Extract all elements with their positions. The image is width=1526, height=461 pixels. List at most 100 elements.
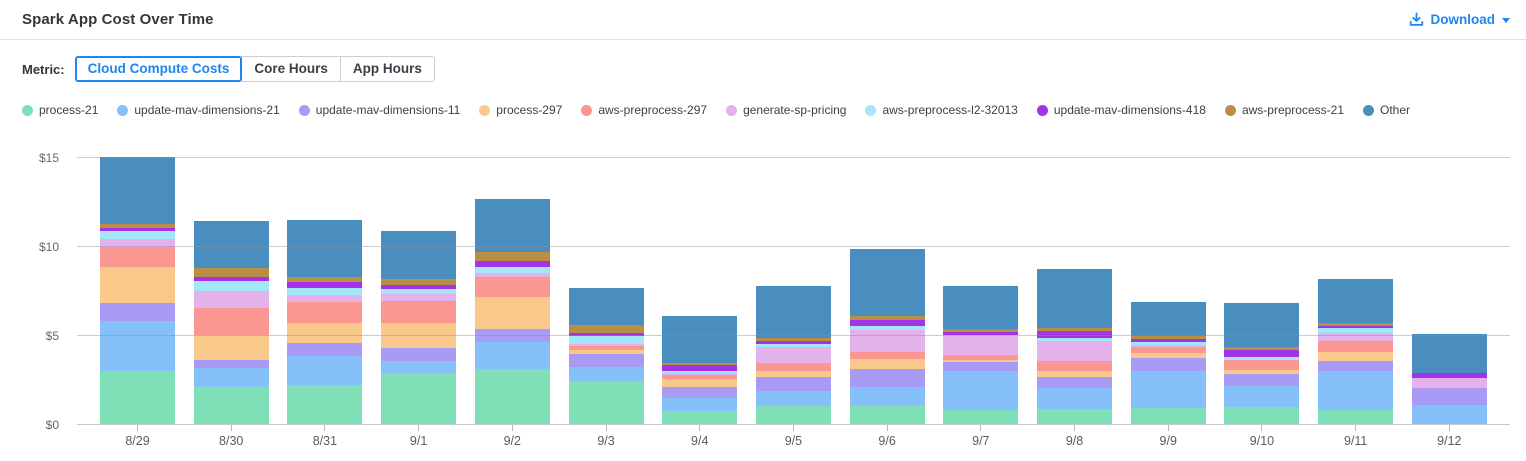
bar-segment[interactable] xyxy=(755,343,831,348)
bar-segment[interactable] xyxy=(287,322,363,344)
bar-segment[interactable] xyxy=(287,302,363,323)
bar-segment[interactable] xyxy=(568,367,644,381)
bar-segment[interactable] xyxy=(381,284,457,289)
bar-segment[interactable] xyxy=(1130,301,1206,337)
bar-segment[interactable] xyxy=(1318,371,1394,410)
bar-segment[interactable] xyxy=(568,335,644,344)
bar-segment[interactable] xyxy=(568,325,644,333)
tab-app-hours[interactable]: App Hours xyxy=(339,56,435,82)
bar-segment[interactable] xyxy=(849,316,925,321)
bar-segment[interactable] xyxy=(100,223,175,229)
bar-segment[interactable] xyxy=(287,288,363,296)
bar-segment[interactable] xyxy=(1224,359,1300,370)
bar-segment[interactable] xyxy=(1318,322,1394,326)
bar-segment[interactable] xyxy=(568,343,644,347)
bar-segment[interactable] xyxy=(381,347,457,361)
bar-segment[interactable] xyxy=(193,360,269,369)
legend-item[interactable]: aws-preprocess-l2-32013 xyxy=(865,103,1018,117)
bar-segment[interactable] xyxy=(1037,340,1113,361)
bar-segment[interactable] xyxy=(1224,349,1300,358)
bar-segment[interactable] xyxy=(943,362,1019,372)
legend-item[interactable]: process-297 xyxy=(479,103,562,117)
bar-segment[interactable] xyxy=(1318,325,1394,329)
bar-segment[interactable] xyxy=(100,228,175,232)
bar-segment[interactable] xyxy=(1037,360,1113,372)
bar-segment[interactable] xyxy=(662,386,738,399)
bar-segment[interactable] xyxy=(1130,358,1206,372)
bar-segment[interactable] xyxy=(849,329,925,353)
bar-segment[interactable] xyxy=(287,355,363,385)
bar-segment[interactable] xyxy=(100,231,175,240)
bar-segment[interactable] xyxy=(568,350,644,354)
bar-segment[interactable] xyxy=(474,251,550,261)
bar-segment[interactable] xyxy=(381,288,457,295)
bar-segment[interactable] xyxy=(100,266,175,304)
bar-segment[interactable] xyxy=(474,260,550,267)
bar-segment[interactable] xyxy=(287,276,363,282)
bar-segment[interactable] xyxy=(1037,269,1113,328)
bar-segment[interactable] xyxy=(1130,341,1206,345)
bar-segment[interactable] xyxy=(849,405,925,425)
bar-segment[interactable] xyxy=(943,328,1019,333)
bar-segment[interactable] xyxy=(755,377,831,391)
bar-segment[interactable] xyxy=(662,371,738,374)
bar-segment[interactable] xyxy=(568,353,644,368)
bar-segment[interactable] xyxy=(100,239,175,248)
bar-segment[interactable] xyxy=(474,368,550,425)
bar-segment[interactable] xyxy=(943,409,1019,425)
bar-segment[interactable] xyxy=(193,280,269,291)
bar-segment[interactable] xyxy=(1318,409,1394,425)
bar-segment[interactable] xyxy=(193,335,269,361)
bar-segment[interactable] xyxy=(943,360,1019,363)
bar-segment[interactable] xyxy=(849,352,925,360)
bar-segment[interactable] xyxy=(193,386,269,425)
bar-segment[interactable] xyxy=(1411,387,1487,405)
bar-segment[interactable] xyxy=(1224,357,1300,360)
bar-segment[interactable] xyxy=(193,368,269,387)
bar-segment[interactable] xyxy=(755,405,831,425)
bar-segment[interactable] xyxy=(193,290,269,308)
bar-segment[interactable] xyxy=(662,410,738,425)
tab-cloud-compute-costs[interactable]: Cloud Compute Costs xyxy=(74,56,243,82)
bar-segment[interactable] xyxy=(1037,327,1113,331)
bar-segment[interactable] xyxy=(849,359,925,370)
bar-segment[interactable] xyxy=(1224,346,1300,350)
bar-segment[interactable] xyxy=(1318,279,1394,323)
bar-segment[interactable] xyxy=(1318,328,1394,333)
bar-segment[interactable] xyxy=(662,365,738,372)
bar-segment[interactable] xyxy=(755,371,831,378)
bar-segment[interactable] xyxy=(287,295,363,303)
bar-segment[interactable] xyxy=(943,334,1019,337)
bar-segment[interactable] xyxy=(1224,302,1300,347)
bar-segment[interactable] xyxy=(193,268,269,277)
bar-segment[interactable] xyxy=(755,286,831,338)
bar-segment[interactable] xyxy=(568,332,644,336)
bar-segment[interactable] xyxy=(1224,373,1300,386)
bar-segment[interactable] xyxy=(1130,344,1206,347)
bar-segment[interactable] xyxy=(1318,360,1394,372)
legend-item[interactable]: aws-preprocess-297 xyxy=(581,103,707,117)
bar-segment[interactable] xyxy=(287,343,363,356)
legend-item[interactable]: update-mav-dimensions-21 xyxy=(117,103,280,117)
bar-segment[interactable] xyxy=(1037,371,1113,377)
bar-segment[interactable] xyxy=(662,373,738,376)
bar-segment[interactable] xyxy=(1037,409,1113,425)
bar-segment[interactable] xyxy=(1224,385,1300,408)
bar-segment[interactable] xyxy=(849,320,925,327)
bar-segment[interactable] xyxy=(568,287,644,326)
bar-segment[interactable] xyxy=(755,390,831,406)
bar-segment[interactable] xyxy=(662,375,738,379)
bar-segment[interactable] xyxy=(474,296,550,329)
bar-segment[interactable] xyxy=(474,273,550,278)
bar-segment[interactable] xyxy=(287,220,363,277)
legend-item[interactable]: process-21 xyxy=(22,103,98,117)
bar-segment[interactable] xyxy=(1130,339,1206,342)
bar-segment[interactable] xyxy=(1130,346,1206,354)
bar-segment[interactable] xyxy=(381,278,457,285)
bar-segment[interactable] xyxy=(755,363,831,372)
bar-segment[interactable] xyxy=(474,277,550,297)
bar-segment[interactable] xyxy=(1224,369,1300,374)
bar-segment[interactable] xyxy=(1130,336,1206,340)
bar-segment[interactable] xyxy=(849,387,925,406)
bar-segment[interactable] xyxy=(474,266,550,274)
